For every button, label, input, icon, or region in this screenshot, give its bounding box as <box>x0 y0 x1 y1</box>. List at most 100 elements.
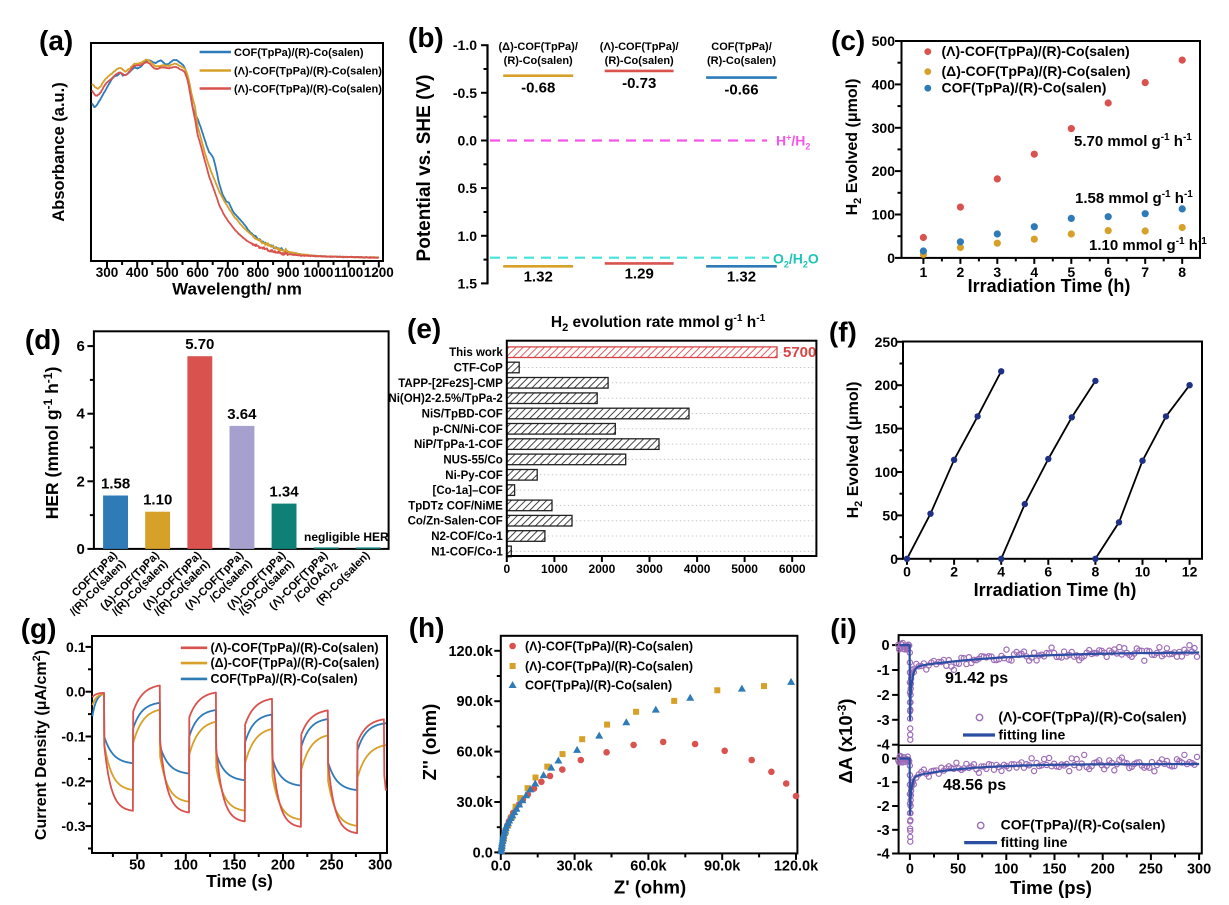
svg-text:(Λ)-COF(TpPa)/: (Λ)-COF(TpPa)/ <box>600 41 679 53</box>
svg-text:Time (ps): Time (ps) <box>1010 877 1092 898</box>
svg-text:(d): (d) <box>25 324 61 355</box>
svg-text:4000: 4000 <box>684 562 711 576</box>
svg-text:-4: -4 <box>877 847 890 863</box>
svg-text:(i): (i) <box>830 613 856 644</box>
svg-text:-1.0: -1.0 <box>453 37 477 53</box>
svg-text:CTF-CoP: CTF-CoP <box>454 363 504 375</box>
svg-text:H2 Evolved (μmol): H2 Evolved (μmol) <box>844 79 864 216</box>
svg-text:-2: -2 <box>877 688 890 704</box>
svg-text:60.0k: 60.0k <box>457 745 494 761</box>
svg-text:-0.66: -0.66 <box>724 82 758 99</box>
svg-text:-3: -3 <box>877 713 890 729</box>
svg-text:1.29: 1.29 <box>625 265 654 282</box>
svg-text:500: 500 <box>872 33 896 49</box>
svg-text:1000: 1000 <box>541 562 568 576</box>
svg-text:(Λ)-COF(TpPa)/(R)-Co(salen): (Λ)-COF(TpPa)/(R)-Co(salen) <box>211 641 379 655</box>
svg-text:48.56 ps: 48.56 ps <box>943 777 1006 794</box>
svg-text:1.32: 1.32 <box>727 268 756 285</box>
svg-text:400: 400 <box>126 265 149 280</box>
svg-text:-0.2: -0.2 <box>61 773 85 789</box>
svg-text:-0.1: -0.1 <box>61 729 85 745</box>
svg-text:(R)-Co(salen): (R)-Co(salen) <box>504 55 573 67</box>
svg-text:5: 5 <box>1067 264 1075 280</box>
svg-text:Ni(OH)2-2.5%/TpPa-2: Ni(OH)2-2.5%/TpPa-2 <box>388 393 502 405</box>
svg-text:(Λ)-COF(TpPa)/(R)-Co(salen): (Λ)-COF(TpPa)/(R)-Co(salen) <box>942 43 1130 59</box>
svg-text:1100: 1100 <box>334 265 363 280</box>
svg-text:200: 200 <box>271 858 295 874</box>
svg-text:900: 900 <box>277 265 300 280</box>
svg-text:2: 2 <box>77 473 85 490</box>
svg-text:200: 200 <box>872 163 896 179</box>
svg-text:3.64: 3.64 <box>227 406 257 423</box>
svg-text:6: 6 <box>1044 563 1052 579</box>
svg-text:300: 300 <box>368 858 392 874</box>
svg-text:0.1: 0.1 <box>66 639 86 655</box>
svg-text:7: 7 <box>1141 264 1149 280</box>
svg-text:1.34: 1.34 <box>269 484 299 501</box>
svg-text:Wavelength/ nm: Wavelength/ nm <box>172 280 302 299</box>
svg-text:-0.5: -0.5 <box>453 85 477 101</box>
svg-text:N2-COF/Co-1: N2-COF/Co-1 <box>431 531 503 543</box>
svg-text:30.0k: 30.0k <box>457 795 494 811</box>
svg-text:1.0: 1.0 <box>458 228 478 244</box>
svg-text:Absorbance (a.u.): Absorbance (a.u.) <box>50 82 68 221</box>
svg-text:(Δ)-COF(TpPa)/(R)-Co(salen): (Δ)-COF(TpPa)/(R)-Co(salen) <box>942 63 1131 79</box>
svg-text:Time (s): Time (s) <box>206 871 273 891</box>
svg-text:negligible HER: negligible HER <box>304 530 389 544</box>
svg-text:2: 2 <box>950 563 958 579</box>
svg-text:600: 600 <box>186 265 209 280</box>
svg-text:-0.73: -0.73 <box>622 75 656 92</box>
svg-text:(Λ)-COF(TpPa)/(R)-Co(salen): (Λ)-COF(TpPa)/(R)-Co(salen) <box>234 84 382 96</box>
svg-text:(Λ)-COF(TpPa)/(R)-Co(salen): (Λ)-COF(TpPa)/(R)-Co(salen) <box>998 709 1186 725</box>
svg-text:150: 150 <box>1042 862 1066 878</box>
svg-text:0: 0 <box>882 752 890 768</box>
svg-text:(R)-Co(salen): (R)-Co(salen) <box>605 55 674 67</box>
svg-text:This work: This work <box>449 347 503 359</box>
svg-text:Potential vs. SHE (V): Potential vs. SHE (V) <box>414 75 435 262</box>
svg-text:Z'' (ohm): Z'' (ohm) <box>419 704 440 781</box>
svg-text:8: 8 <box>1178 264 1186 280</box>
svg-text:0: 0 <box>906 862 914 878</box>
svg-text:NUS-55/Co: NUS-55/Co <box>443 454 502 466</box>
svg-text:60.0k: 60.0k <box>630 859 667 875</box>
svg-text:-1: -1 <box>877 663 890 679</box>
svg-text:N1-COF/Co-1: N1-COF/Co-1 <box>431 546 503 558</box>
svg-text:Co/Zn-Salen-COF: Co/Zn-Salen-COF <box>408 516 503 528</box>
svg-text:50: 50 <box>950 862 966 878</box>
svg-text:(Δ)-COF(TpPa)/(R)-Co(salen): (Δ)-COF(TpPa)/(R)-Co(salen) <box>211 656 380 670</box>
svg-text:400: 400 <box>872 76 896 92</box>
svg-text:500: 500 <box>156 265 179 280</box>
svg-text:COF(TpPa)/(R)-Co(salen): COF(TpPa)/(R)-Co(salen) <box>942 80 1107 96</box>
svg-text:NiS/TpBD-COF: NiS/TpBD-COF <box>422 409 503 421</box>
svg-text:91.42 ps: 91.42 ps <box>945 670 1008 687</box>
svg-text:ΔA (x10-3): ΔA (x10-3) <box>835 699 856 784</box>
svg-text:6: 6 <box>1104 264 1112 280</box>
svg-text:5.70: 5.70 <box>185 336 214 353</box>
svg-text:0.0: 0.0 <box>491 859 511 875</box>
svg-text:0: 0 <box>903 563 911 579</box>
svg-text:300: 300 <box>96 265 119 280</box>
svg-text:COF(TpPa)/(R)-Co(salen): COF(TpPa)/(R)-Co(salen) <box>1001 817 1166 833</box>
svg-text:1.10: 1.10 <box>143 492 172 509</box>
svg-text:TpDTz COF/NiME: TpDTz COF/NiME <box>408 500 503 512</box>
svg-text:fitting line: fitting line <box>1001 834 1068 850</box>
svg-text:(b): (b) <box>408 22 444 53</box>
svg-text:100: 100 <box>875 464 899 480</box>
svg-text:[Co-1a]–COF: [Co-1a]–COF <box>433 485 503 497</box>
svg-text:-0.3: -0.3 <box>61 818 85 834</box>
svg-text:0: 0 <box>77 541 85 558</box>
svg-text:1000: 1000 <box>303 265 333 280</box>
svg-text:90.0k: 90.0k <box>704 859 741 875</box>
svg-text:6: 6 <box>77 338 85 355</box>
svg-text:200: 200 <box>1091 862 1115 878</box>
svg-text:HER (mmol g-1 h-1): HER (mmol g-1 h-1) <box>41 367 62 520</box>
svg-text:0.0: 0.0 <box>473 845 493 861</box>
svg-text:1.58 mmol g-1 h-1: 1.58 mmol g-1 h-1 <box>1075 189 1193 207</box>
svg-text:250: 250 <box>1139 862 1163 878</box>
svg-text:90.0k: 90.0k <box>457 694 494 710</box>
svg-text:-4: -4 <box>877 738 890 754</box>
svg-text:COF(TpPa)/(R)-Co(salen): COF(TpPa)/(R)-Co(salen) <box>234 47 364 59</box>
svg-text:COF(TpPa)/(R)-Co(salen): COF(TpPa)/(R)-Co(salen) <box>525 679 672 693</box>
svg-text:1.10 mmol g-1 h-1: 1.10 mmol g-1 h-1 <box>1089 236 1207 254</box>
svg-text:-0.68: -0.68 <box>521 80 555 97</box>
